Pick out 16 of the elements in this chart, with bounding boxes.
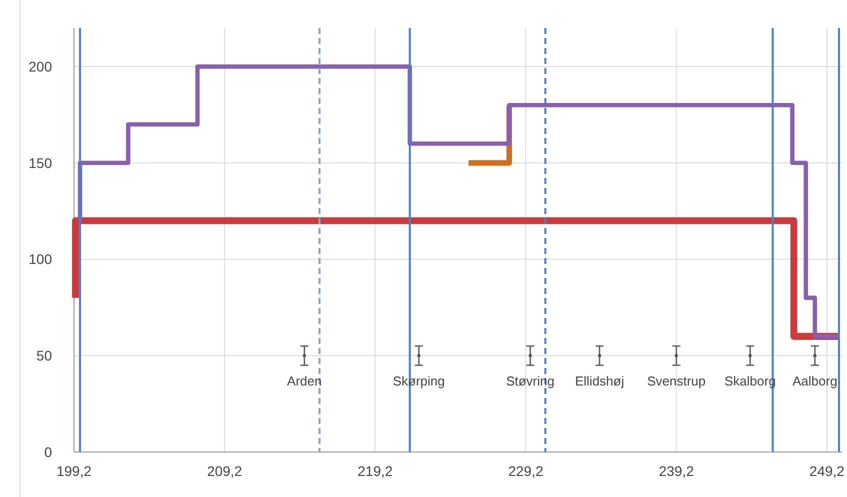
x-tick-label: 199,2: [56, 463, 92, 479]
x-tick-label: 219,2: [358, 463, 393, 479]
annotation: Aalborg: [792, 374, 838, 389]
annotation: Svenstrup: [647, 374, 706, 389]
y-tick-label: 50: [36, 348, 52, 364]
annotation: Arden: [287, 374, 322, 389]
y-tick-label: 200: [28, 58, 52, 74]
x-tick-label: 239,2: [658, 463, 694, 479]
annotation: Støvring: [506, 374, 554, 389]
annotation: Ellidshøj: [574, 374, 624, 389]
y-tick-label: 150: [28, 154, 52, 171]
y-tick-label: 0: [44, 444, 52, 460]
x-tick-label: 209,2: [207, 463, 242, 479]
y-tick-label: 100: [28, 251, 52, 268]
x-tick-label: 249,2: [809, 463, 845, 479]
x-tick-label: 229,2: [508, 463, 544, 479]
